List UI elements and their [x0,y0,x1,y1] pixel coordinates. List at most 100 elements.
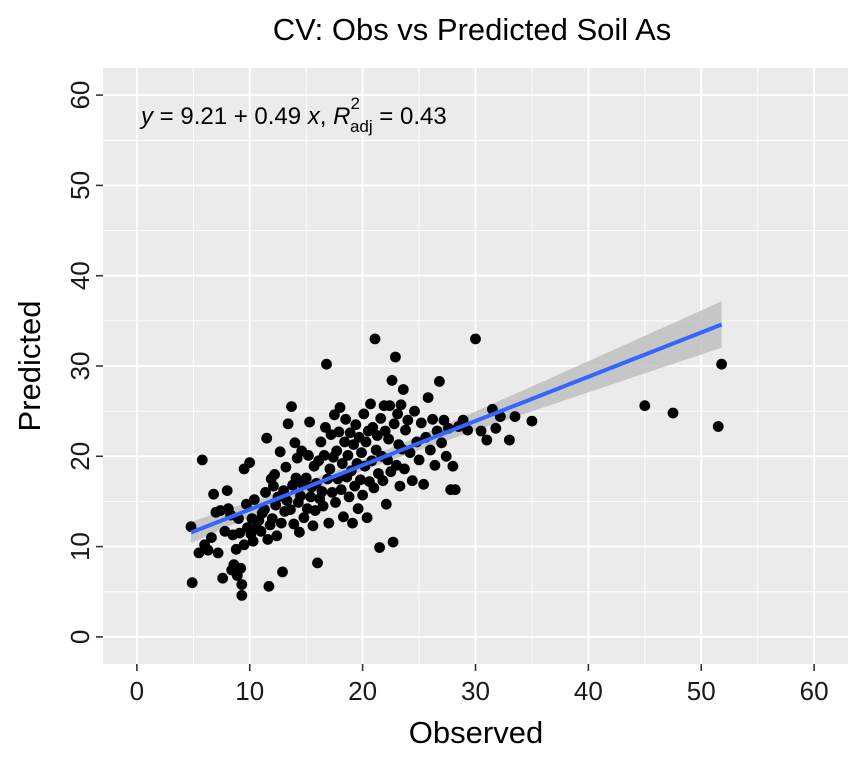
data-point [438,414,450,426]
data-point [356,447,367,459]
data-point [360,436,372,448]
data-point [462,424,473,436]
data-point [377,475,389,487]
equation-part: x [307,103,321,130]
data-point [481,434,493,446]
regression-equation: y = 9.21 + 0.49 x, R2 adj = 0.43 [139,94,447,136]
data-point [282,418,294,430]
x-tick-label: 10 [235,676,264,706]
x-tick-label: 60 [800,676,829,706]
data-point [342,450,354,461]
data-point [230,543,242,555]
x-tick-labels: 0 10 20 30 40 50 60 [130,676,829,706]
data-point [280,461,292,473]
data-point [440,450,452,462]
y-axis-title: Predicted [12,301,47,432]
data-point [263,580,275,592]
data-point [269,469,280,480]
data-point [380,498,392,510]
y-tick-label: 0 [65,630,95,644]
data-point [285,504,296,515]
data-point [295,490,306,502]
data-point [330,497,341,508]
data-point [266,513,278,524]
data-point [262,534,274,545]
data-point [397,384,409,395]
data-point [248,494,260,505]
data-point [352,503,364,515]
data-point [206,532,217,543]
data-point [427,413,438,425]
data-point [324,463,336,475]
data-point [413,454,425,466]
data-point [344,427,356,439]
data-point [309,505,321,516]
data-point [383,433,394,445]
data-point [371,430,383,441]
data-point [367,422,379,433]
data-point [375,413,387,424]
data-point [217,572,229,584]
data-point [338,511,349,523]
data-point [318,450,330,461]
data-point [304,416,315,428]
data-point [286,401,297,412]
y-tick-label: 20 [65,442,95,471]
x-tick-label: 40 [574,676,603,706]
data-point [329,409,340,421]
data-point [303,450,314,461]
data-point [271,530,283,542]
equation-part: adj [350,117,373,136]
data-point [509,411,521,422]
x-tick-label: 0 [130,676,144,706]
y-tick-label: 40 [65,261,95,290]
regression-line [190,322,723,535]
data-point [399,463,410,475]
data-point [236,579,248,590]
data-point [331,445,343,457]
data-point [208,488,220,500]
data-point [238,539,250,551]
data-point [368,482,380,494]
data-point [236,590,248,601]
data-point [402,414,414,426]
data-point [475,425,487,437]
data-point [470,333,481,345]
data-point [307,520,319,532]
data-point [384,400,396,412]
data-point [334,402,346,413]
data-point [186,577,198,589]
data-point [339,436,350,448]
y-tick-label: 60 [65,81,95,110]
data-point [712,421,724,432]
axes [96,94,815,671]
data-point [274,446,286,458]
data-point [305,491,317,503]
data-point [316,486,328,497]
data-point [415,417,427,429]
data-point [312,557,323,569]
data-point [409,405,420,417]
data-point [290,472,302,484]
data-point [379,425,391,437]
data-point [394,480,406,492]
y-tick-labels: 0 10 20 30 40 50 60 [65,81,95,644]
data-point [361,512,373,524]
y-tick-label: 50 [65,171,95,200]
data-point [202,544,214,556]
data-point [244,457,256,468]
data-point [277,566,288,578]
data-point [404,447,416,459]
data-point [355,474,366,486]
data-point [388,418,400,430]
data-point [317,500,329,512]
data-point [429,459,441,471]
data-point [235,562,247,574]
fit-line-layer [190,322,723,535]
data-point [323,517,335,529]
data-point [315,436,327,448]
data-point [358,408,370,420]
data-point [639,400,651,412]
major-gridlines [103,68,848,664]
